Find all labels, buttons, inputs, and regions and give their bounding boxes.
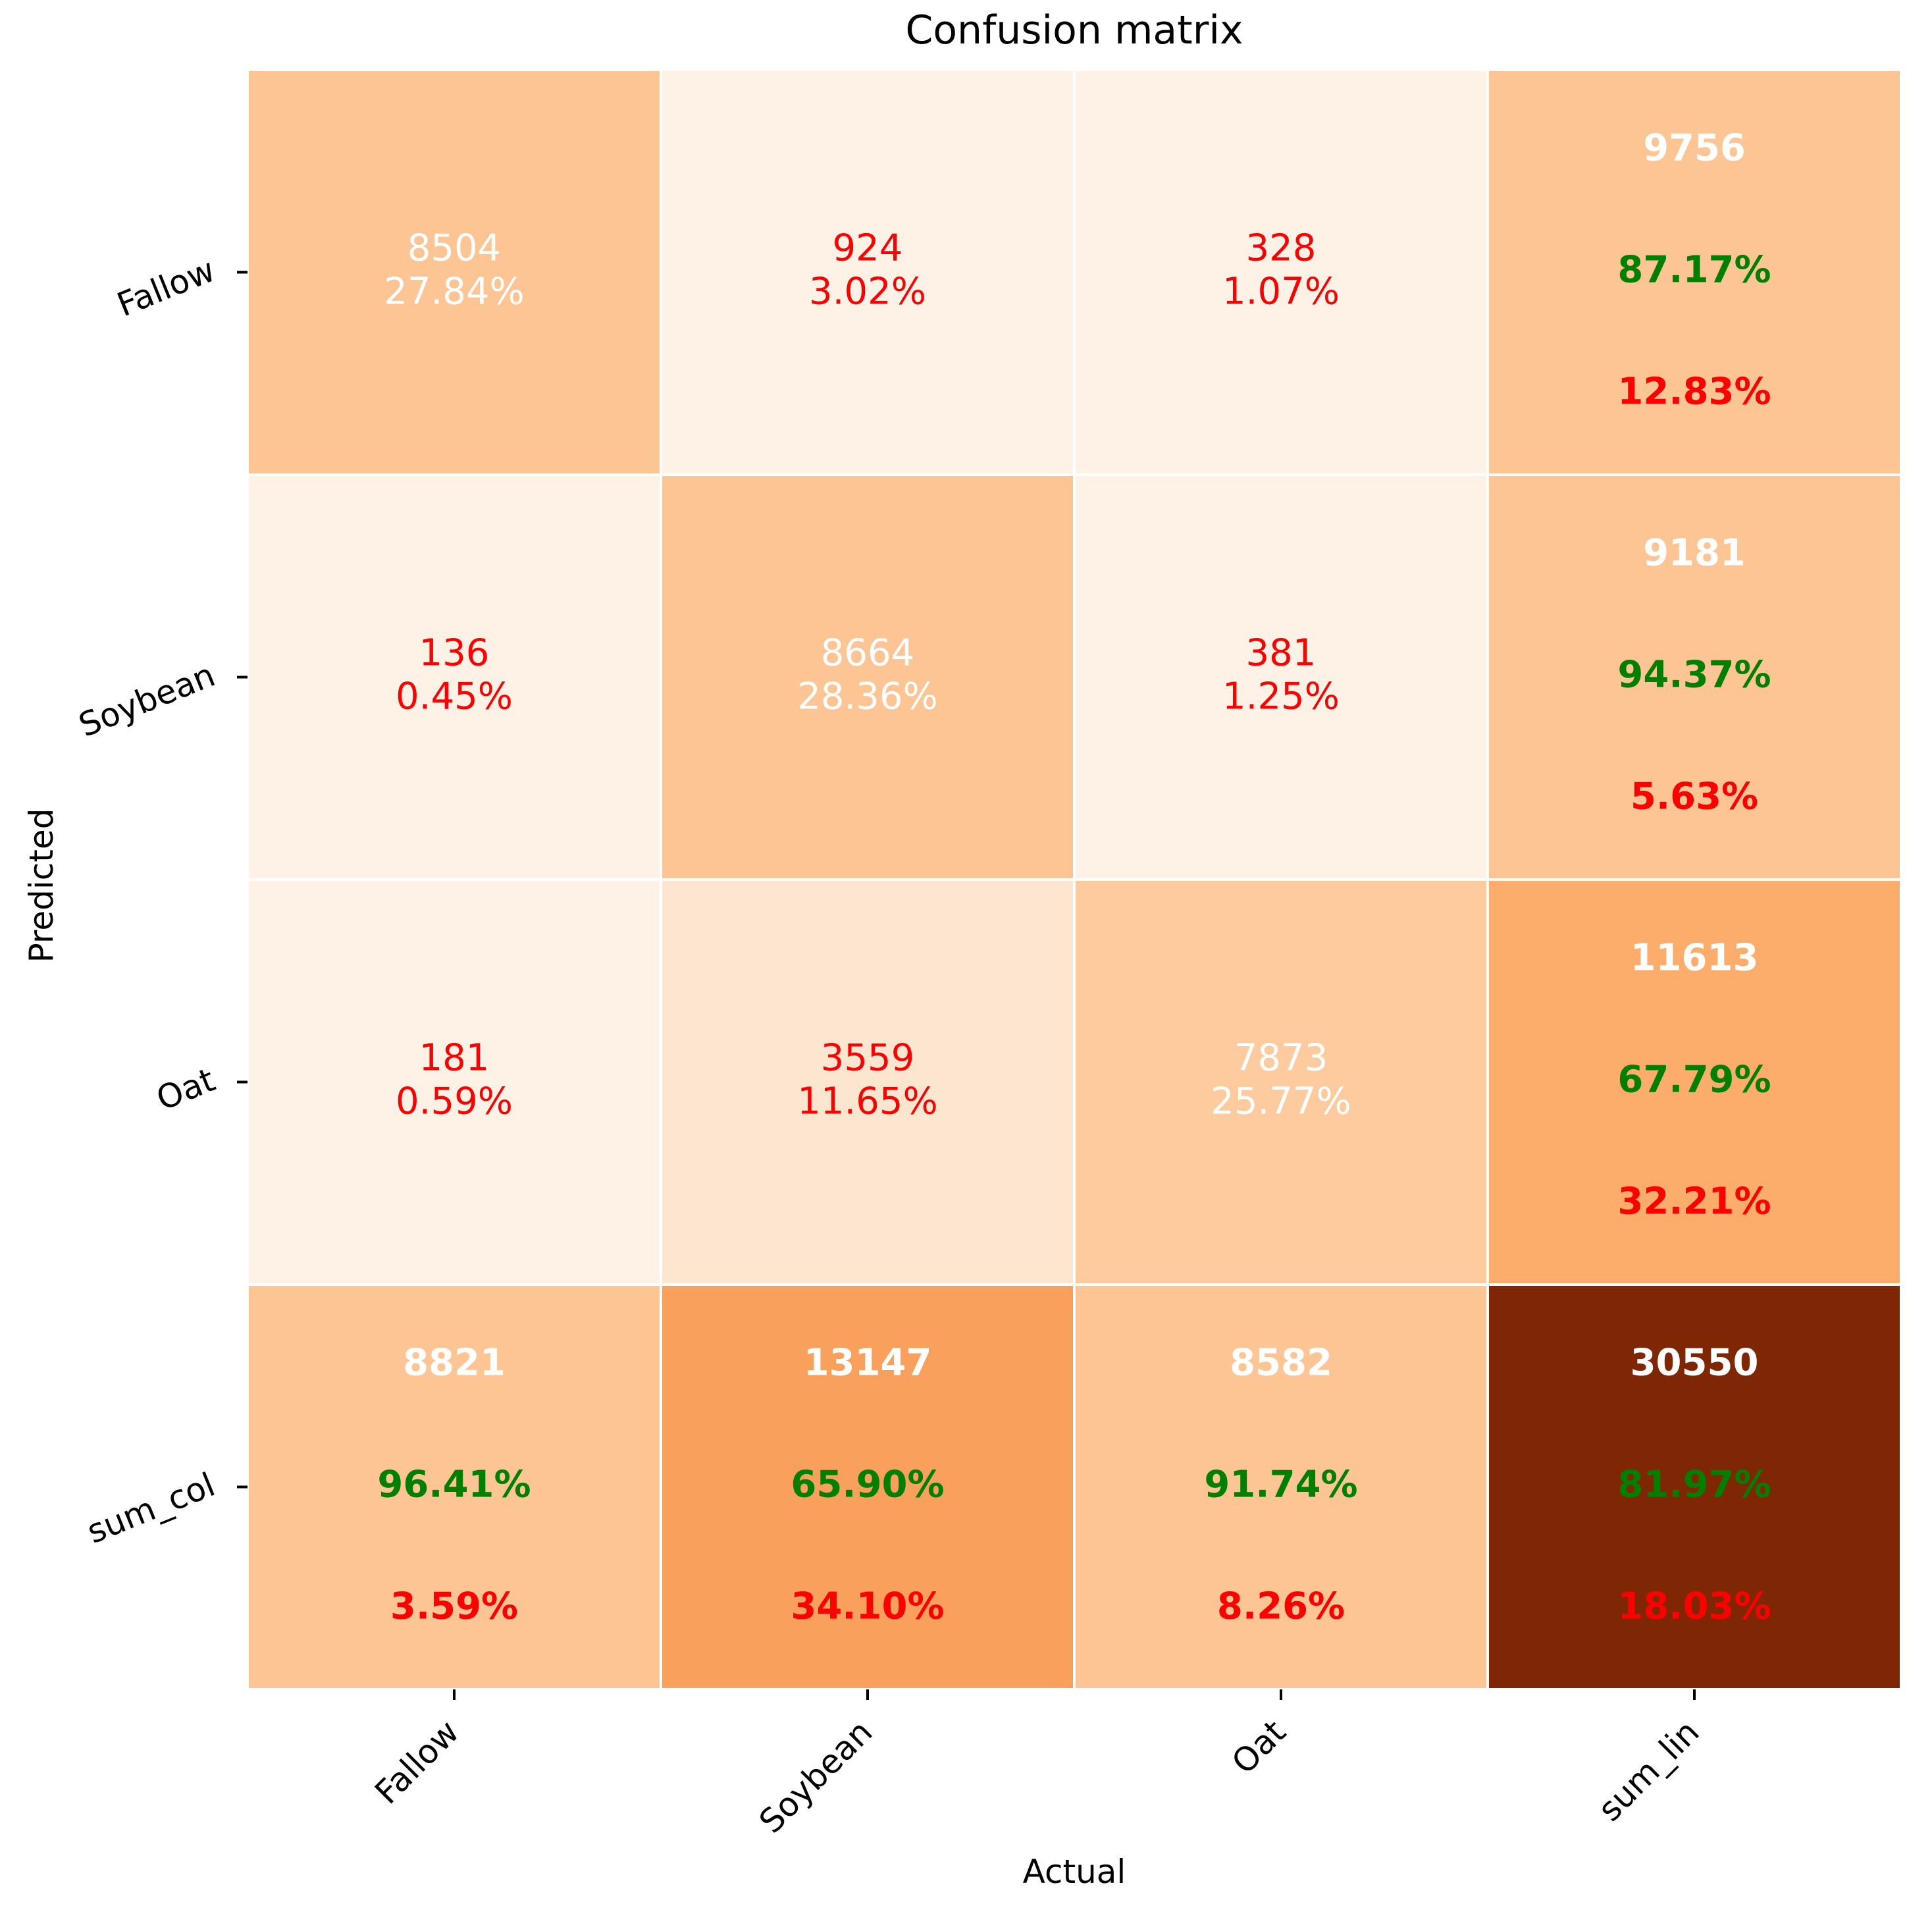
row-total-cell-correct-pct: 94.37% (1617, 654, 1771, 697)
x-tick-label: Fallow (368, 1712, 467, 1811)
chart-title: Confusion matrix (905, 7, 1243, 53)
col-total-cell (660, 1283, 1076, 1691)
cell-percent: 11.65% (797, 1080, 938, 1123)
cell-percent: 3.02% (809, 271, 926, 313)
col-total-cell-correct-pct: 96.41% (377, 1464, 531, 1506)
col-total-cell-total: 8582 (1230, 1342, 1332, 1385)
col-total-cell-error-pct: 34.10% (791, 1585, 944, 1628)
row-total-cell-total: 9756 (1643, 127, 1746, 170)
col-total-cell-correct-pct: 65.90% (791, 1464, 944, 1506)
col-total-cell-total: 8821 (403, 1342, 506, 1385)
col-total-cell (246, 1283, 662, 1691)
y-axis: Fallow Soybean Oat sum_col (74, 251, 248, 1551)
row-total-cell-error-pct: 32.21% (1617, 1180, 1771, 1223)
matrix-cell (246, 473, 662, 881)
cell-percent: 0.45% (396, 675, 513, 718)
grand-total-cell-total: 30550 (1631, 1342, 1759, 1385)
cell-count: 8504 (407, 227, 502, 270)
heatmap-cells (246, 68, 1902, 1691)
matrix-cell (246, 68, 662, 476)
cell-count: 924 (833, 227, 903, 270)
col-total-cell-error-pct: 8.26% (1217, 1585, 1345, 1628)
matrix-cell (660, 878, 1076, 1286)
x-axis: Fallow Soybean Oat sum_lin (368, 1689, 1706, 1841)
matrix-cell (1073, 68, 1489, 476)
row-total-cell (1486, 878, 1902, 1286)
row-total-cell-error-pct: 5.63% (1631, 776, 1758, 818)
matrix-cell (1073, 473, 1489, 881)
grand-total-cell-correct-pct: 81.97% (1617, 1464, 1771, 1506)
y-tick-label: Oat (151, 1061, 221, 1118)
cell-count: 7873 (1234, 1037, 1328, 1080)
col-total-cell-correct-pct: 91.74% (1204, 1464, 1357, 1506)
matrix-cell (246, 878, 662, 1286)
cell-count: 3559 (821, 1037, 915, 1080)
x-tick-label: Oat (1224, 1712, 1293, 1781)
matrix-cell (660, 68, 1076, 476)
cell-percent: 1.25% (1222, 675, 1340, 718)
grand-total-cell (1486, 1283, 1902, 1691)
cell-percent: 25.77% (1211, 1080, 1351, 1123)
cell-percent: 1.07% (1222, 271, 1340, 313)
col-total-cell (1073, 1283, 1489, 1691)
cell-count: 8664 (821, 632, 915, 675)
col-total-cell-error-pct: 3.59% (390, 1585, 518, 1628)
cell-percent: 27.84% (384, 271, 525, 313)
y-axis-label: Predicted (22, 808, 61, 963)
y-tick-label: Fallow (112, 251, 221, 324)
x-axis-label: Actual (1023, 1853, 1126, 1891)
y-tick-label: sum_col (82, 1466, 220, 1551)
row-total-cell-correct-pct: 87.17% (1617, 249, 1771, 292)
cell-count: 328 (1246, 227, 1317, 270)
cell-count: 181 (419, 1037, 490, 1080)
row-total-cell-total: 11613 (1631, 937, 1759, 980)
row-total-cell-total: 9181 (1643, 532, 1746, 575)
row-total-cell (1486, 473, 1902, 881)
row-total-cell-correct-pct: 67.79% (1617, 1059, 1771, 1101)
x-tick-label: sum_lin (1590, 1712, 1706, 1828)
x-tick-label: Soybean (752, 1712, 879, 1840)
cell-percent: 28.36% (797, 675, 938, 718)
row-total-cell-error-pct: 12.83% (1617, 371, 1771, 413)
grand-total-cell-error-pct: 18.03% (1617, 1585, 1771, 1628)
matrix-cell (660, 473, 1076, 881)
col-total-cell-total: 13147 (804, 1342, 932, 1385)
cell-percent: 0.59% (396, 1080, 513, 1123)
y-tick-label: Soybean (74, 656, 221, 745)
cell-count: 381 (1246, 632, 1317, 675)
row-total-cell (1486, 68, 1902, 476)
cell-count: 136 (419, 632, 490, 675)
